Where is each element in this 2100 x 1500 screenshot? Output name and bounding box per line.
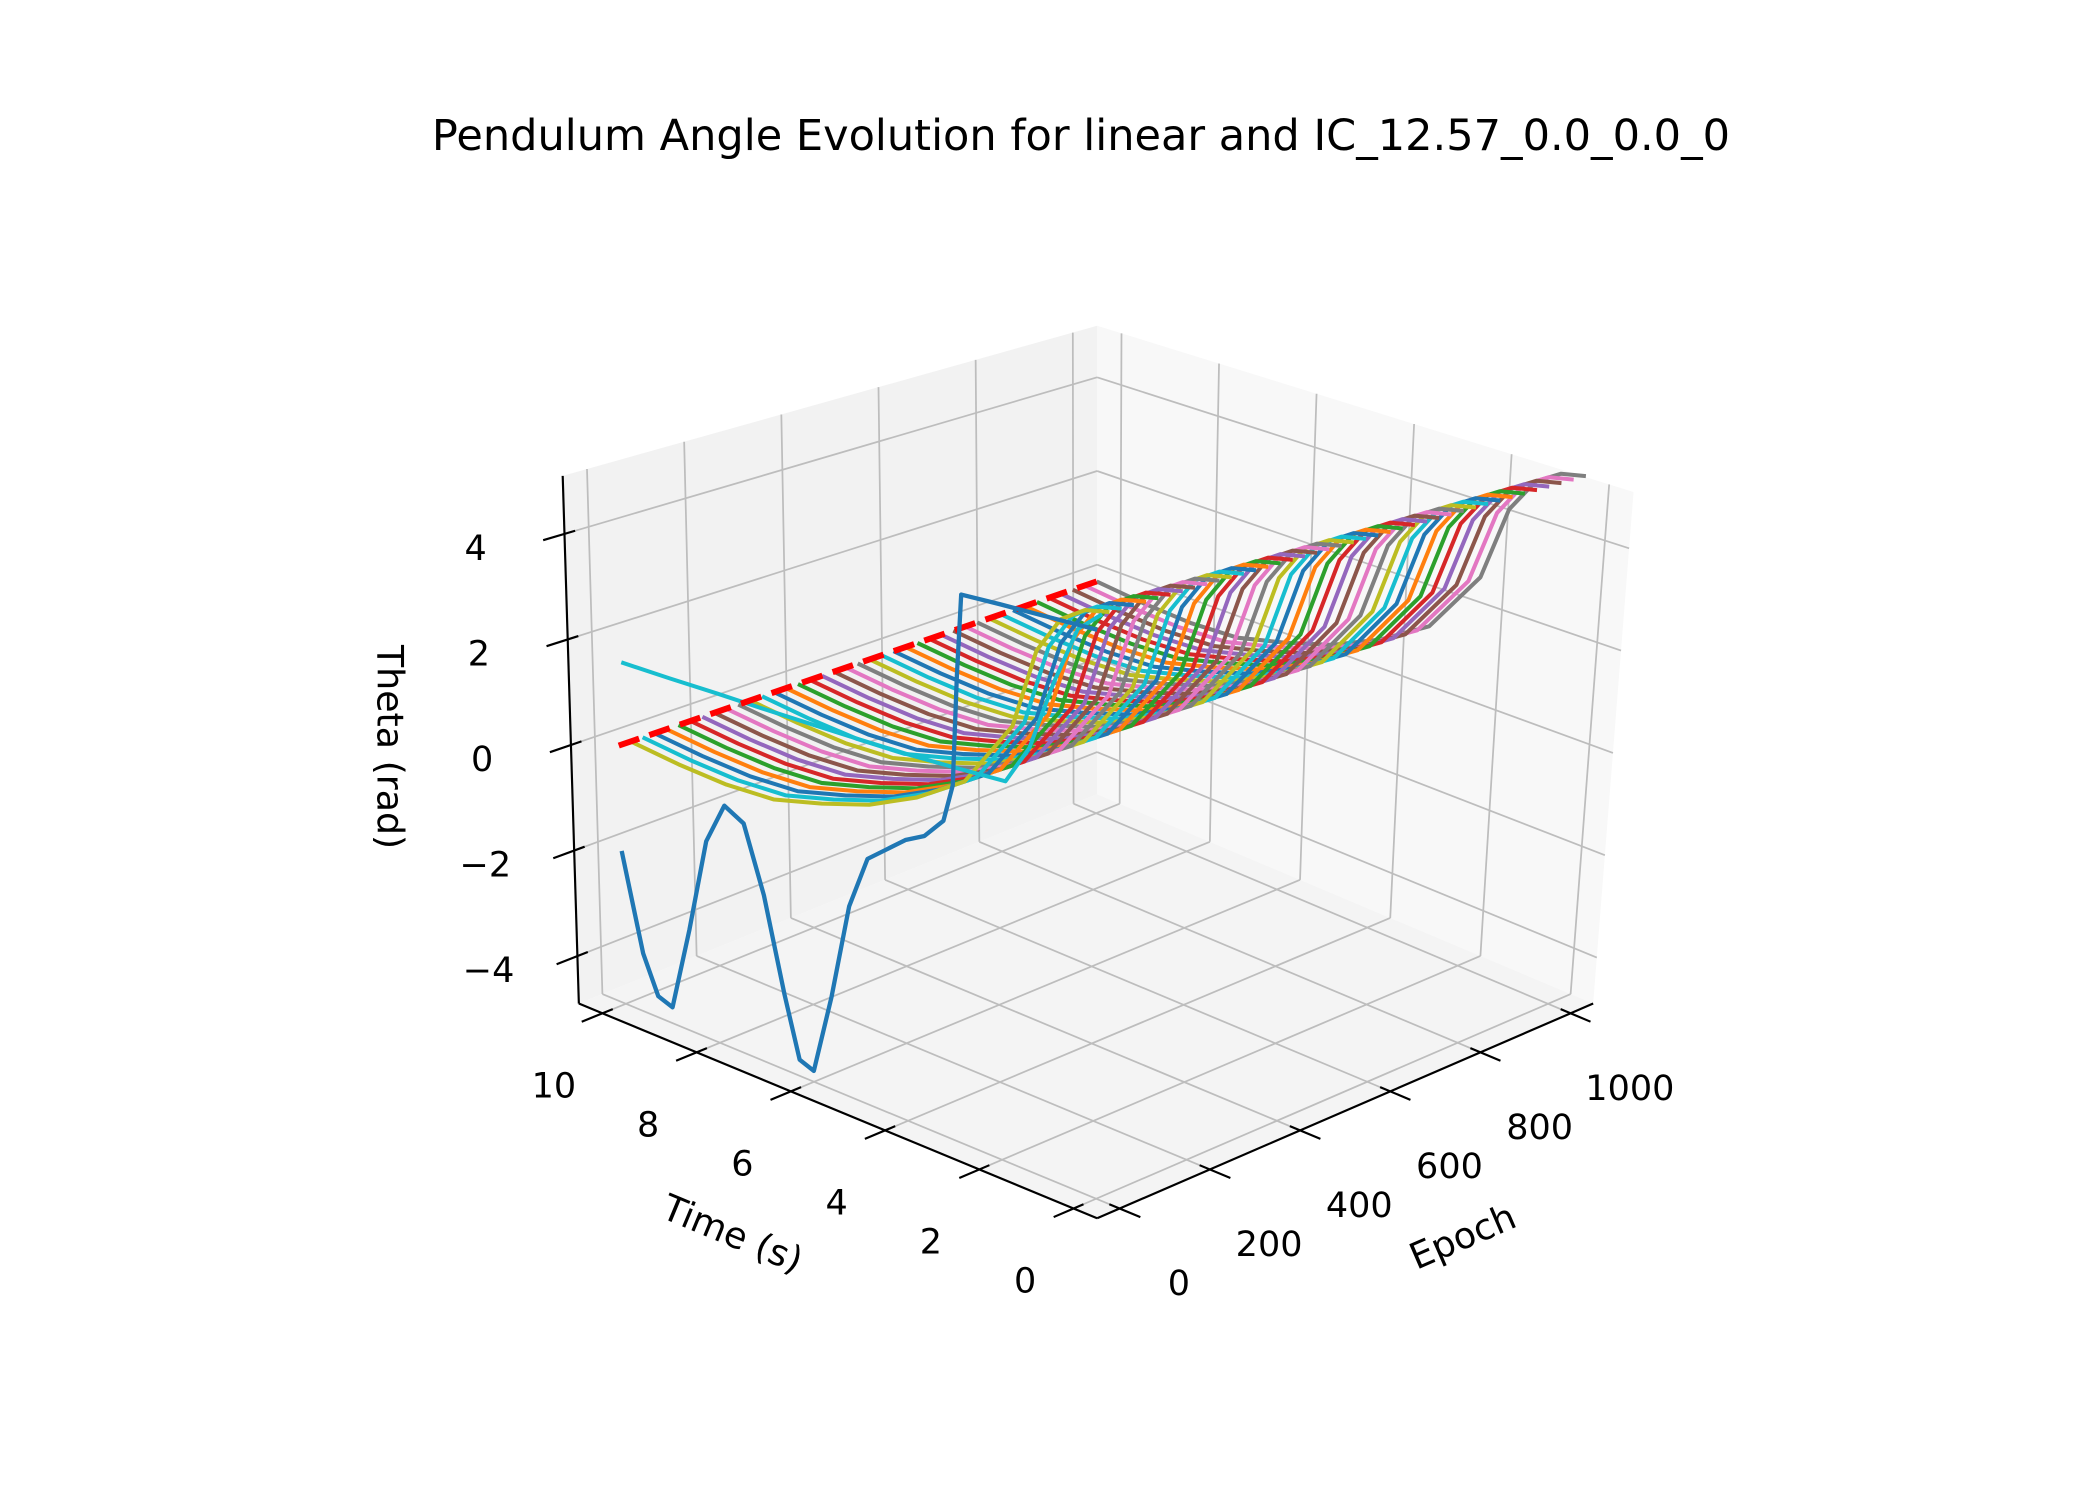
x-tick xyxy=(1560,1008,1591,1023)
z-tick-label: −4 xyxy=(463,951,515,991)
z-tick xyxy=(556,950,589,966)
y-tick xyxy=(581,1008,614,1023)
grid-line xyxy=(978,454,1513,1171)
y-tick xyxy=(675,1047,708,1062)
grid-line xyxy=(780,414,1301,1132)
y-tick-label: 6 xyxy=(731,1144,753,1184)
z-tick xyxy=(546,635,579,648)
x-tick-label: 0 xyxy=(1168,1264,1190,1304)
x-tick-label: 200 xyxy=(1236,1225,1303,1265)
grid-line xyxy=(884,423,1415,1132)
chart-title: Pendulum Angle Evolution for linear and … xyxy=(432,111,1730,161)
grid-line xyxy=(564,376,1630,550)
y-tick xyxy=(1053,1203,1084,1219)
y-axis-label: Time (s) xyxy=(655,1185,809,1282)
z-tick xyxy=(552,845,585,860)
x-tick xyxy=(1199,1164,1231,1179)
z-tick xyxy=(542,529,576,542)
x-tick xyxy=(1108,1203,1141,1219)
y-tick-label: 0 xyxy=(1014,1262,1036,1302)
grid-line xyxy=(577,751,1598,959)
z-tick-label: 2 xyxy=(468,635,490,675)
x-tick-label: 400 xyxy=(1326,1186,1393,1226)
z-tick-label: 0 xyxy=(471,740,493,780)
y-tick-label: 8 xyxy=(637,1105,659,1145)
y-tick xyxy=(770,1086,802,1101)
y-tick-label: 4 xyxy=(826,1183,848,1223)
z-axis-label: Theta (rad) xyxy=(369,644,412,849)
z-tick xyxy=(549,740,582,754)
z-tick-label: 4 xyxy=(464,529,486,569)
data-lines xyxy=(617,471,1587,1074)
y-tick-label: 2 xyxy=(920,1222,942,1262)
y-tick xyxy=(864,1125,896,1140)
z-axis-line xyxy=(561,475,580,1004)
z-tick-label: −2 xyxy=(460,846,512,886)
series-line xyxy=(620,612,1104,784)
y-axis-line xyxy=(578,1002,1098,1220)
y-tick-label: 10 xyxy=(532,1066,577,1106)
x-axis-label: Epoch xyxy=(1403,1195,1522,1279)
grid-line xyxy=(586,469,1120,1210)
x-tick xyxy=(1379,1086,1411,1101)
series-line xyxy=(619,592,1098,1074)
y-tick xyxy=(958,1164,990,1179)
x-tick xyxy=(1289,1125,1321,1140)
x-tick xyxy=(1469,1047,1501,1062)
grid-line xyxy=(1073,484,1611,1210)
axes-3d: 0 200 400 600 800 1000 0 2 4 6 8 10 −4 −2 0 2 4 Epoch Time… xyxy=(460,325,1674,1304)
x-tick-label: 1000 xyxy=(1585,1069,1674,1109)
x-tick-label: 800 xyxy=(1506,1108,1573,1148)
x-axis-line xyxy=(1096,1002,1594,1220)
x-tick-label: 600 xyxy=(1416,1147,1483,1187)
